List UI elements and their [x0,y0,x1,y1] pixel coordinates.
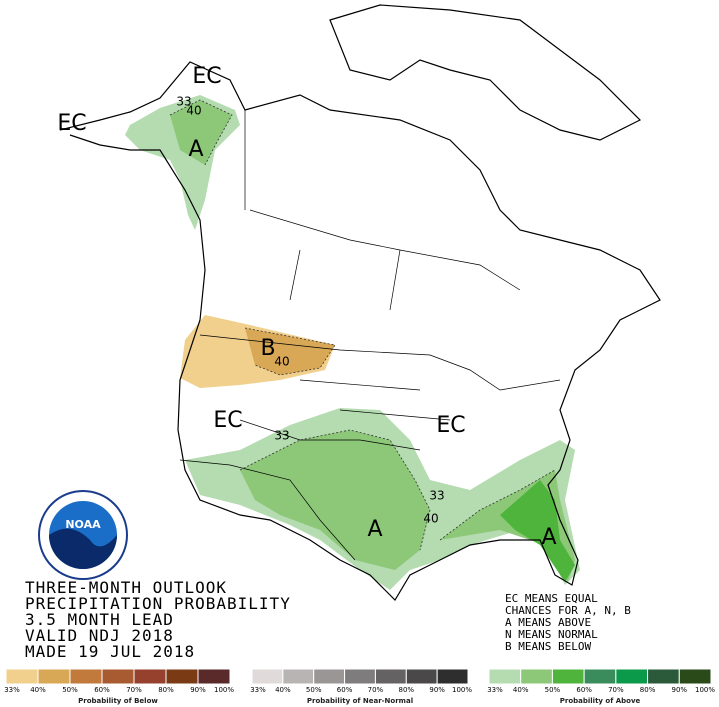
map-label: EC [57,111,86,136]
scale-swatch [405,668,438,685]
scale-tick: 80% [640,686,656,694]
scale-swatch [551,668,585,685]
map-label: 40 [274,355,289,369]
scale-swatch [488,668,522,685]
scale-tick: 60% [576,686,592,694]
map-label: 40 [186,104,201,118]
shade-below [245,328,335,375]
map-label: EC [192,64,221,89]
map-label: 33 [429,489,444,503]
title-line: THREE-MONTH OUTLOOK [25,578,227,597]
map-label: 33 [176,95,191,109]
scale-tick: 40% [275,686,291,694]
scale-tick: 90% [429,686,445,694]
key-line: B MEANS BELOW [505,640,591,653]
scale-swatch [374,668,407,685]
scale-tick: 60% [94,686,110,694]
key-line: CHANCES FOR A, N, B [505,604,631,617]
scale-tick: 50% [62,686,78,694]
title-line: VALID NDJ 2018 [25,626,174,645]
scale-caption: Probability of Near-Normal [307,697,413,705]
map-label: EC [436,413,465,438]
scale-tick: 100% [214,686,234,694]
scale-swatch [678,668,712,685]
scale-tick: 100% [452,686,472,694]
scale-tick: 33% [250,686,266,694]
map-label: 40 [423,512,438,526]
scale-swatch [5,668,39,685]
scale-tick: 100% [695,686,715,694]
map-label: A [541,525,556,550]
shade-above [500,480,575,582]
scale-tick: 70% [126,686,142,694]
scale-swatch [101,668,135,685]
scale-swatch [583,668,617,685]
noaa-logo: NOAA [38,490,128,580]
map: EC EC 33 40 A B 40 EC 33 EC 33 40 A A [57,4,661,601]
key-line: EC MEANS EQUAL [505,592,598,605]
scale-tick: 33% [4,686,20,694]
scale-swatch [520,668,553,685]
scale-tick: 80% [158,686,174,694]
scale-tick: 40% [513,686,529,694]
borders [179,110,561,561]
map-label: A [367,517,382,542]
scale-swatch [37,668,71,685]
map-label: B [260,336,275,361]
scale-swatch [197,668,231,685]
coastline [329,4,642,141]
logo-text: NOAA [65,518,101,531]
title-line: PRECIPITATION PROBABILITY [25,594,291,613]
map-label: EC [213,408,242,433]
map-label: 33 [274,429,289,443]
scale-tick: 70% [608,686,624,694]
shade-above [170,100,232,165]
map-label: A [188,137,203,162]
scale-tick: 40% [30,686,46,694]
scale-swatch [647,668,680,685]
color-scales: 33% 40% 50% 60% 70% 80% 90% 100% Probability of … [4,668,715,705]
scale-swatch [69,668,103,685]
scale-swatch [615,668,649,685]
scale-tick: 33% [487,686,503,694]
title-line: MADE 19 JUL 2018 [25,642,195,661]
title-line: 3.5 MONTH LEAD [25,610,174,629]
contour [169,99,556,551]
shade-above [240,430,430,570]
scale-caption: Probability of Below [78,697,158,705]
title-block: THREE-MONTH OUTLOOK PRECIPITATION PROBAB… [25,578,291,661]
coastline [59,61,661,601]
scale-swatch [313,668,346,685]
scale-tick: 90% [672,686,688,694]
scale-swatch [344,668,376,685]
scale-tick: 90% [190,686,206,694]
scale-tick: 70% [368,686,384,694]
key-block: EC MEANS EQUAL CHANCES FOR A, N, B A MEA… [505,592,631,653]
scale-tick: 80% [399,686,415,694]
key-line: N MEANS NORMAL [505,628,598,641]
key-line: A MEANS ABOVE [505,616,591,629]
scale-swatch [165,668,199,685]
scale-tick: 50% [306,686,322,694]
scale-swatch [251,668,284,685]
scale-swatch [282,668,315,685]
scale-tick: 50% [545,686,561,694]
scale-swatch [133,668,167,685]
scale-caption: Probability of Above [560,697,641,705]
scale-swatch [436,668,469,685]
scale-tick: 60% [337,686,353,694]
